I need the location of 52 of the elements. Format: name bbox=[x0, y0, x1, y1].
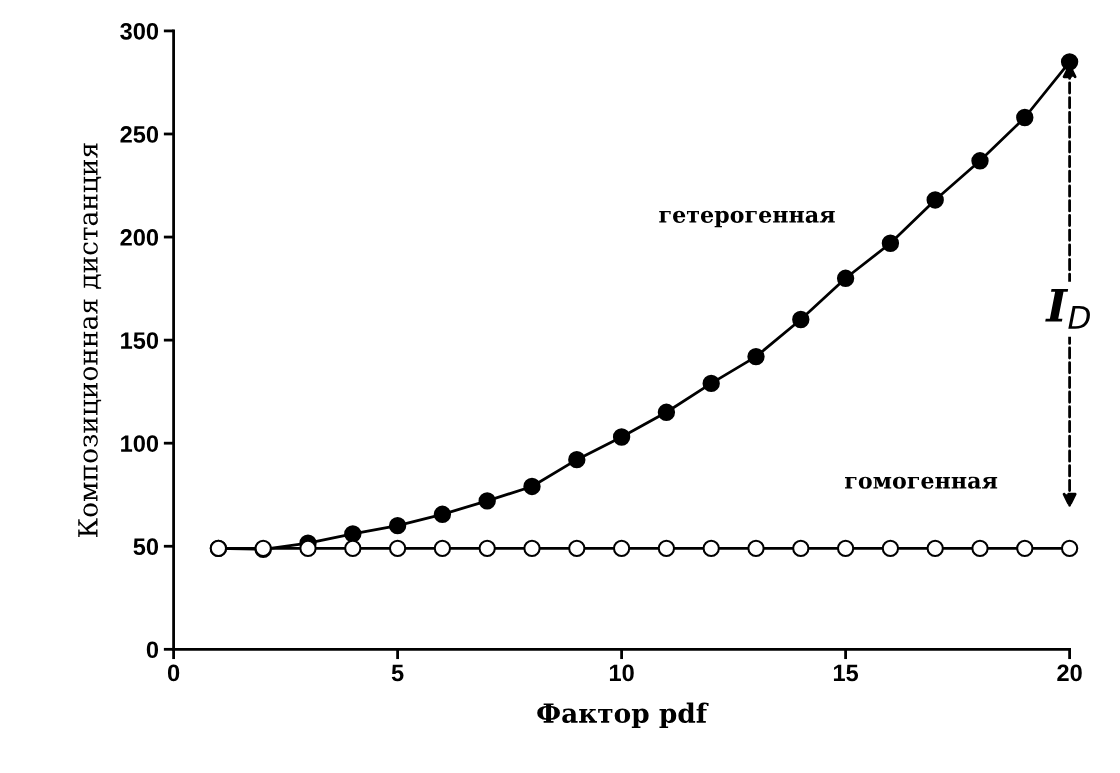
y-tick-label: 50 bbox=[133, 538, 159, 556]
point bbox=[612, 428, 631, 446]
y-axis-title: Композиционная дистанция bbox=[78, 143, 102, 537]
point bbox=[299, 539, 317, 557]
y-tick-label: 100 bbox=[121, 435, 159, 452]
point bbox=[836, 269, 855, 287]
x-tick-label: 10 bbox=[609, 664, 634, 682]
point bbox=[971, 152, 989, 170]
annotation: гомогенная bbox=[845, 476, 998, 489]
y-tick-label: 150 bbox=[121, 332, 159, 349]
point bbox=[388, 516, 407, 535]
point bbox=[433, 539, 452, 557]
point bbox=[568, 451, 586, 469]
point bbox=[657, 403, 676, 421]
x-tick-label: 20 bbox=[1057, 664, 1082, 682]
x-tick-label: 15 bbox=[833, 664, 859, 682]
point bbox=[568, 539, 586, 557]
y-tick-label: 200 bbox=[120, 229, 159, 246]
point bbox=[478, 492, 496, 510]
y-tick-label: 250 bbox=[120, 126, 159, 143]
point bbox=[702, 374, 720, 393]
x-tick-label: 0 bbox=[167, 664, 180, 682]
point bbox=[344, 525, 362, 543]
annotation: I$_{D}$ bbox=[1045, 289, 1090, 329]
y-tick-label: 0 bbox=[146, 641, 159, 659]
point bbox=[881, 234, 900, 252]
point bbox=[1016, 108, 1034, 127]
point bbox=[523, 477, 541, 496]
point bbox=[702, 539, 720, 557]
point bbox=[792, 310, 810, 329]
point bbox=[881, 539, 900, 557]
point bbox=[926, 539, 944, 557]
point bbox=[523, 539, 541, 557]
point bbox=[747, 539, 765, 557]
point bbox=[747, 347, 765, 366]
point bbox=[478, 539, 496, 557]
point bbox=[433, 505, 452, 523]
y-tick-label: 300 bbox=[120, 22, 159, 40]
point bbox=[971, 539, 989, 557]
point bbox=[792, 539, 810, 557]
point bbox=[612, 539, 631, 557]
point bbox=[836, 539, 855, 557]
point bbox=[657, 539, 676, 557]
x-tick-label: 5 bbox=[391, 664, 404, 682]
point bbox=[1060, 539, 1079, 557]
point bbox=[1016, 539, 1034, 557]
point bbox=[388, 539, 407, 557]
point bbox=[344, 539, 362, 557]
annotation: гетерогенная bbox=[659, 210, 835, 228]
point bbox=[926, 191, 944, 209]
point bbox=[1060, 53, 1079, 71]
x-axis-title: Фактор pdf bbox=[537, 702, 709, 729]
